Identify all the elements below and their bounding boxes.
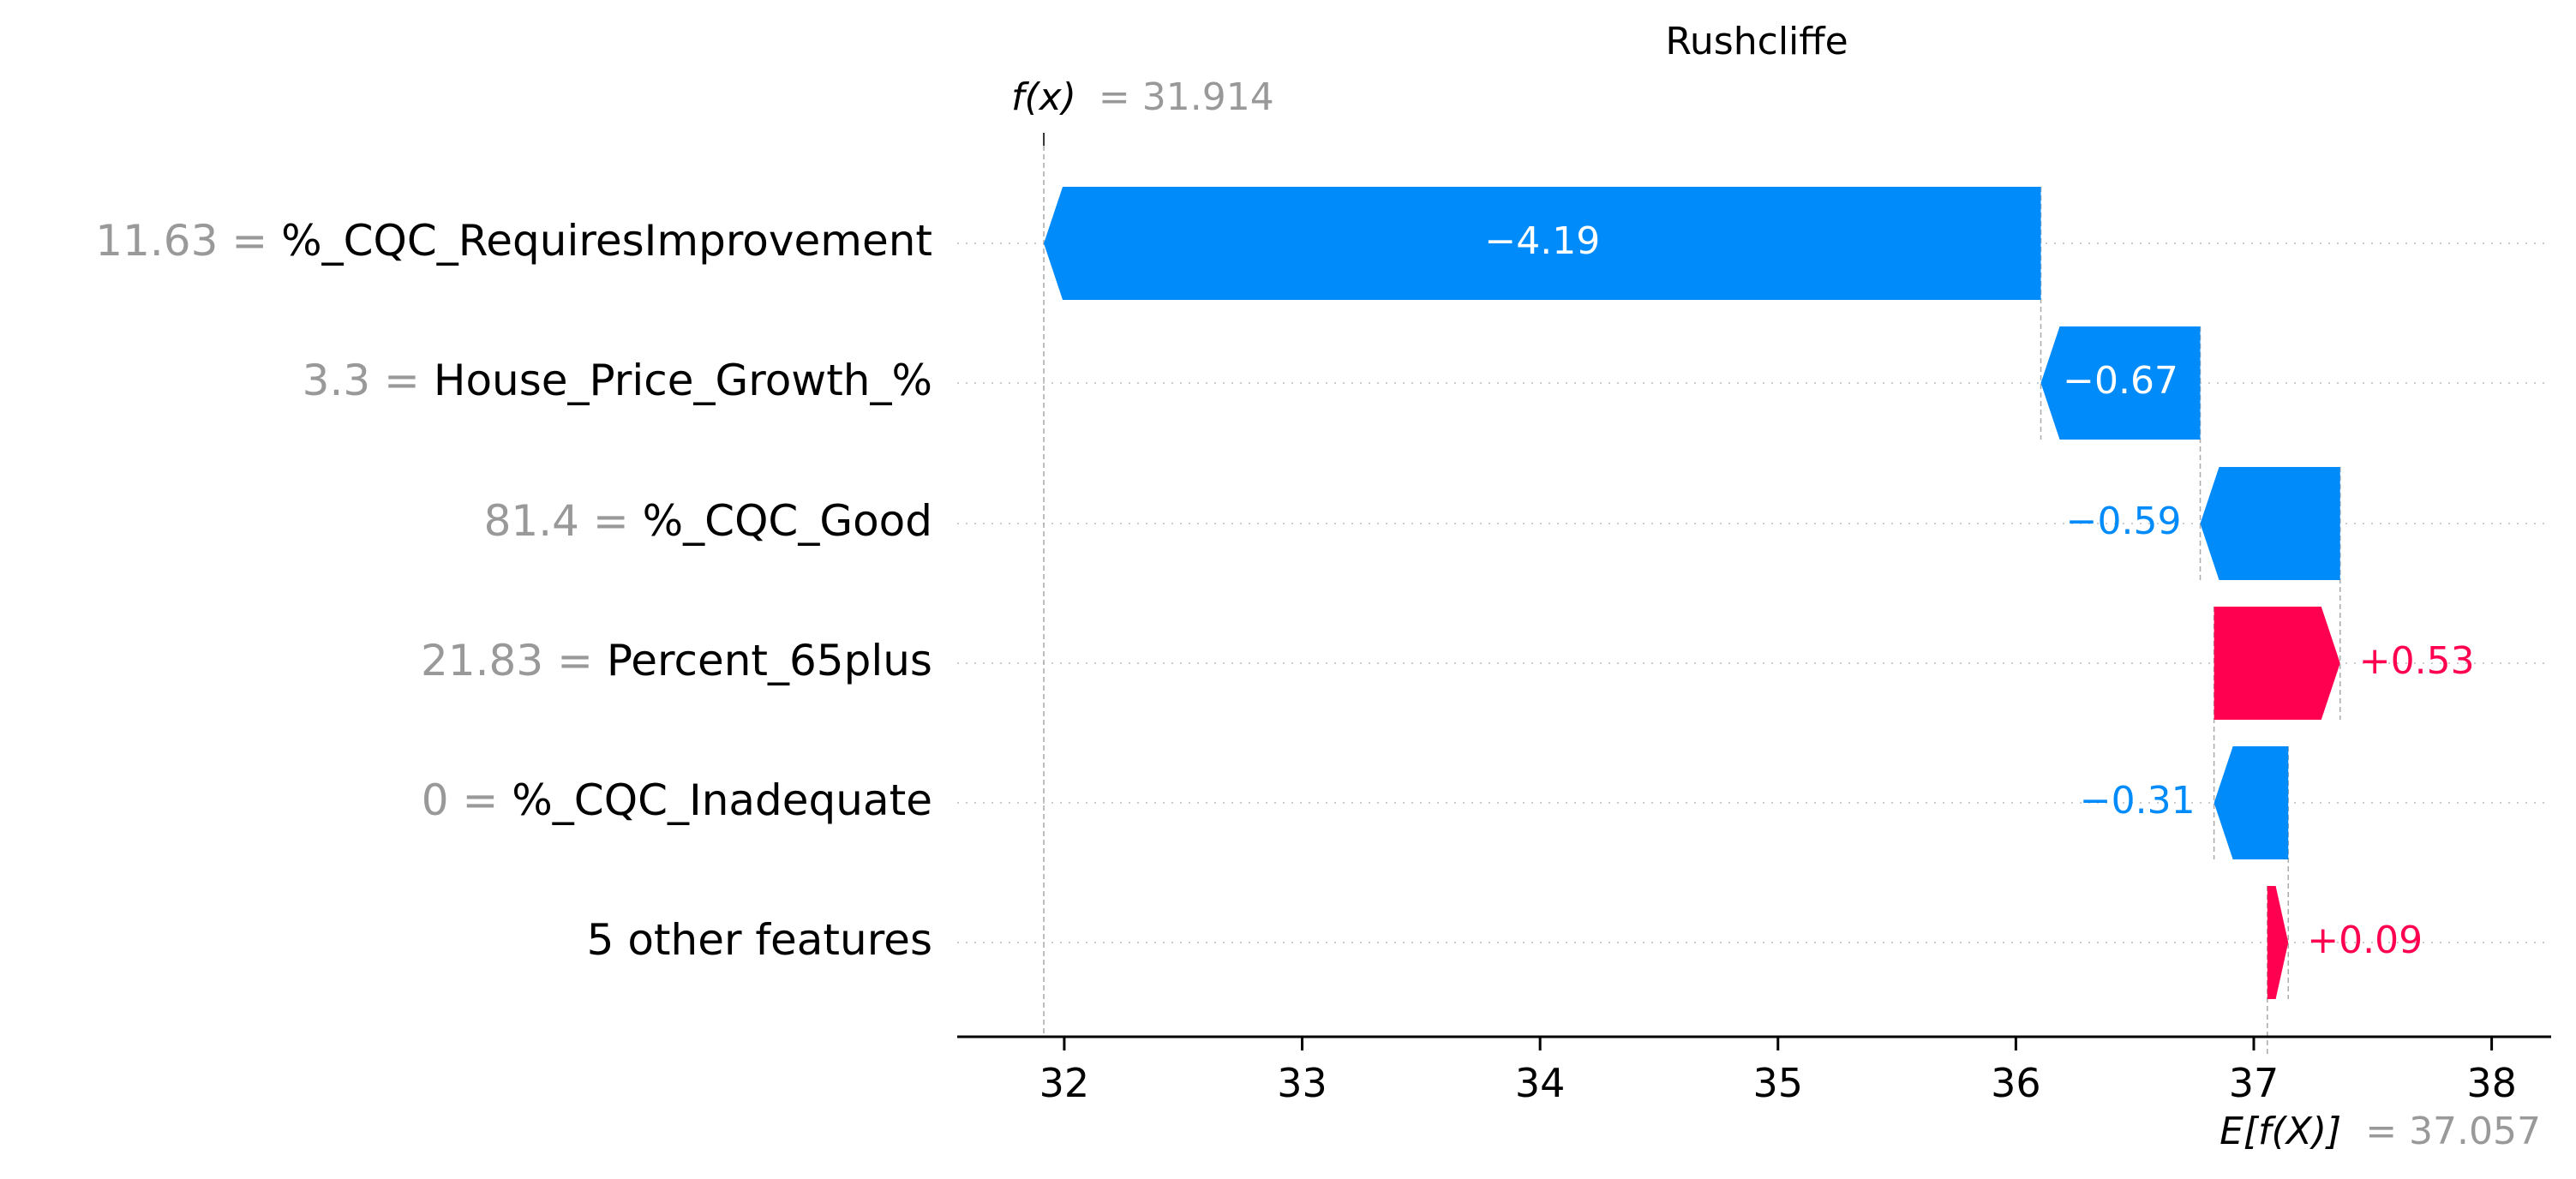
base-annotation: E[f(X)] = 37.057 — [2220, 1110, 2541, 1153]
bar-value-label: −0.59 — [2066, 500, 2182, 543]
bar-2 — [2200, 467, 2340, 580]
bars: −4.19 −0.67 −0.59 +0.53 −0.31 +0.09 — [1044, 187, 2475, 999]
x-tick-label: 37 — [2229, 1060, 2279, 1106]
x-tick-label: 32 — [1039, 1060, 1090, 1106]
base-value: = 37.057 — [2365, 1110, 2541, 1153]
feature-label: 0 = %_CQC_Inadequate — [422, 775, 932, 825]
fx-value: = 31.914 — [1099, 75, 1274, 119]
feature-label: 21.83 = Percent_65plus — [421, 636, 932, 685]
bar-value-label: −0.31 — [2080, 779, 2196, 823]
bar-0 — [1044, 187, 2041, 300]
svg-text:f(x) = 31.914: f(x) = 31.914 — [1011, 75, 1274, 119]
feature-name: %_CQC_Good — [643, 496, 932, 546]
feature-name: %_CQC_Inadequate — [512, 775, 932, 825]
feature-value: 3.3 = — [303, 356, 434, 405]
feature-label: 81.4 = %_CQC_Good — [484, 496, 932, 546]
feature-value: 0 = — [422, 775, 512, 825]
feature-name: House_Price_Growth_% — [434, 356, 932, 405]
feature-value: 81.4 = — [484, 496, 643, 546]
feature-name: %_CQC_RequiresImprovement — [281, 216, 932, 266]
feature-value: 11.63 = — [95, 216, 281, 266]
bar-value-label: +0.53 — [2359, 639, 2475, 683]
feature-labels: 11.63 = %_CQC_RequiresImprovement 3.3 = H… — [95, 216, 932, 965]
feature-label: 3.3 = House_Price_Growth_% — [303, 356, 932, 405]
feature-name: Percent_65plus — [607, 636, 932, 685]
bar-4 — [2214, 746, 2289, 859]
grid-lines — [957, 242, 2551, 943]
bar-value-label: −0.67 — [2063, 359, 2178, 403]
bar-3 — [2214, 607, 2340, 720]
fx-label: f(x) — [1011, 75, 1076, 119]
feature-label: 5 other features — [587, 915, 932, 965]
x-tick-label: 33 — [1277, 1060, 1327, 1106]
bar-5 — [2267, 886, 2289, 999]
x-axis: 32 33 34 35 36 37 38 — [957, 1035, 2551, 1106]
base-label: E[f(X)] — [2220, 1110, 2341, 1153]
x-tick-label: 36 — [1991, 1060, 2041, 1106]
svg-text:E[f(X)] = 37.057: E[f(X)] = 37.057 — [2220, 1110, 2541, 1153]
feature-label: 11.63 = %_CQC_RequiresImprovement — [95, 216, 932, 266]
bar-value-label: −4.19 — [1484, 219, 1600, 263]
x-tick-label: 34 — [1515, 1060, 1566, 1106]
feature-value: 21.83 = — [421, 636, 607, 685]
chart-title: Rushcliffe — [1665, 20, 1848, 63]
fx-annotation: f(x) = 31.914 — [1011, 75, 1274, 119]
feature-name: 5 other features — [587, 915, 932, 965]
x-tick-label: 38 — [2466, 1060, 2517, 1106]
bar-1 — [2040, 326, 2201, 440]
x-tick-label: 35 — [1752, 1060, 1803, 1106]
bar-value-label: +0.09 — [2307, 919, 2423, 962]
